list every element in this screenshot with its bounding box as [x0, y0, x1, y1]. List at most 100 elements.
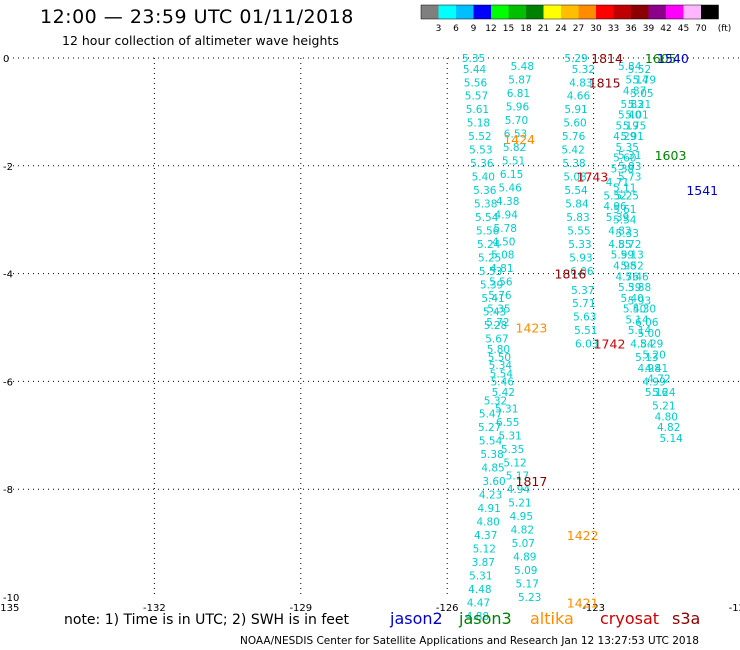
- wave-height-value: 5.25: [478, 252, 501, 264]
- wave-height-value: 5.24: [477, 239, 501, 251]
- pass-time-label: 1541: [686, 183, 718, 198]
- pass-time-label: 1540: [657, 51, 689, 66]
- wave-height-value: 5.35: [501, 444, 524, 456]
- wave-height-value: 5.55: [567, 225, 590, 237]
- wave-height-value: 3.87: [472, 557, 495, 569]
- colorbar-frame: [420, 4, 719, 20]
- wave-height-value: 4.29: [613, 131, 636, 143]
- wave-height-value: 5.54: [475, 212, 499, 224]
- wave-height-value: 4.38: [496, 196, 519, 208]
- wave-height-value: 5.34: [489, 360, 513, 372]
- wave-height-value: 5.08: [491, 250, 514, 262]
- wave-height-value: 5.08: [563, 172, 586, 184]
- wave-height-value: 5.30: [633, 304, 656, 316]
- wave-height-value: 5.11: [613, 182, 636, 194]
- wave-height-value: 5.31: [469, 570, 492, 582]
- wave-height-value: 5.46: [625, 271, 649, 283]
- pass-time-label: 1816: [555, 267, 587, 282]
- y-tick-label: -10: [3, 593, 19, 604]
- wave-height-value: 4.66: [567, 91, 591, 103]
- wave-height-value: 5.35: [487, 304, 510, 316]
- wave-height-value: 5.00: [638, 328, 661, 340]
- wave-height-value: 4.71: [606, 177, 629, 189]
- wave-height-value: 5.33: [616, 228, 639, 240]
- wave-height-value: 4.98: [638, 363, 661, 375]
- wave-height-value: 5.39: [480, 279, 503, 291]
- wave-height-value: 5.54: [564, 185, 588, 197]
- wave-height-value: 5.40: [618, 110, 641, 122]
- wave-height-value: 5.25: [616, 190, 639, 202]
- wave-height-value: 6.15: [500, 169, 523, 181]
- y-tick-label: -2: [3, 162, 13, 173]
- wave-height-value: 4.82: [511, 525, 534, 537]
- colorbar-tick-label: 18: [520, 24, 532, 34]
- legend-cryosat: cryosat: [600, 609, 660, 628]
- wave-height-value: 5.75: [623, 120, 646, 132]
- wave-height-value: 5.41: [481, 293, 504, 305]
- wave-height-value: 4.94: [507, 484, 531, 496]
- colorbar-tick-label: 27: [573, 24, 584, 34]
- wave-height-value: 4.99: [642, 376, 665, 388]
- wave-height-value: 5.05: [630, 88, 653, 100]
- wave-height-value: 6.53: [504, 128, 527, 140]
- legend-s3a: s3a: [672, 609, 701, 628]
- colorbar-swatch: [526, 5, 544, 19]
- wave-height-value: 5.46: [498, 182, 522, 194]
- wave-height-value: 5.67: [485, 333, 508, 345]
- wave-height-value: 6.03: [575, 339, 598, 351]
- wave-height-value: 4.87: [623, 85, 646, 97]
- wave-height-value: 5.09: [514, 565, 537, 577]
- pass-time-label: 1742: [594, 337, 626, 352]
- x-tick-label: -132: [143, 603, 166, 614]
- pass-time-label: 1421: [567, 595, 599, 610]
- wave-height-value: 5.32: [572, 64, 595, 76]
- colorbar-swatch: [648, 5, 666, 19]
- wave-height-value: 5.52: [603, 190, 626, 202]
- note: note: 1) Time is in UTC; 2) SWH is in fe…: [64, 612, 350, 628]
- wave-height-value: 5.21: [652, 401, 675, 413]
- wave-height-value: 5.56: [476, 225, 500, 237]
- wave-height-value: 5.76: [562, 131, 586, 143]
- pass-time-label: 1423: [516, 321, 548, 336]
- wave-height-value: 6.06: [635, 317, 659, 329]
- colorbar-swatch: [596, 5, 614, 19]
- wave-height-value: 5.53: [479, 266, 502, 278]
- wave-height-value: 5.29: [564, 53, 587, 65]
- wave-height-value: 5.33: [568, 239, 591, 251]
- wave-height-value: 4.47: [467, 597, 490, 609]
- colorbar-swatch: [438, 5, 456, 19]
- wave-height-value: 5.40: [623, 304, 646, 316]
- wave-height-value: 4.96: [603, 201, 627, 213]
- x-tick-label: -126: [436, 603, 459, 614]
- wave-height-value: 5.14: [659, 433, 683, 445]
- colorbar-tick-label: 42: [660, 24, 671, 34]
- wave-height-value: 5.39: [606, 212, 629, 224]
- wave-height-value: 5.38: [474, 199, 497, 211]
- wave-height-value: 4.98: [613, 261, 636, 273]
- colorbar-tick-label: 24: [555, 24, 567, 34]
- wave-height-value: 4.80: [655, 411, 678, 423]
- wave-height-value: 5.47: [479, 409, 502, 421]
- wave-height-value: 5.54: [613, 215, 637, 227]
- wave-height-value: 5.82: [503, 142, 526, 154]
- wave-height-value: 5.52: [468, 131, 491, 143]
- wave-height-value: 5.84: [565, 199, 589, 211]
- pass-time-label: 1603: [655, 148, 687, 163]
- wave-height-value: 5.51: [502, 155, 525, 167]
- wave-height-value: 4.81: [490, 263, 513, 275]
- legend-jason3: jason3: [459, 609, 512, 628]
- wave-height-value: 3.60: [482, 476, 505, 488]
- wave-height-value: 4.94: [495, 209, 519, 221]
- wave-height-value: 5.50: [488, 352, 511, 364]
- wave-height-value: 5.16: [645, 387, 669, 399]
- colorbar-tick-label: 70: [695, 24, 707, 34]
- colorbar-tick-label: 36: [625, 24, 637, 34]
- colorbar-swatch: [473, 5, 491, 19]
- wave-height-value: 5.37: [571, 285, 594, 297]
- pass-time-label: 1424: [503, 132, 535, 147]
- wave-height-value: 5.36: [470, 158, 494, 170]
- wave-height-value: 5.60: [613, 153, 636, 165]
- wave-height-value: 6.06: [570, 266, 594, 278]
- colorbar-tick-label: 9: [471, 24, 477, 34]
- wave-height-value: 5.13: [620, 250, 643, 262]
